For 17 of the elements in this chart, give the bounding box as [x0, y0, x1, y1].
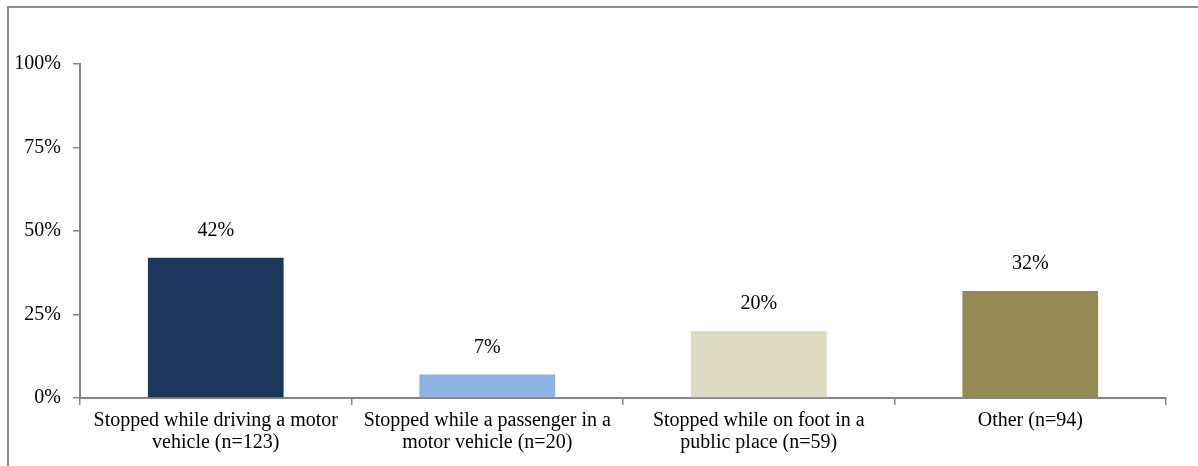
x-tick-label: Stopped while a passenger in a motor vehicle (n=20) — [363, 408, 611, 454]
bar — [419, 374, 556, 398]
bar — [690, 331, 827, 398]
data-label: 20% — [740, 291, 778, 314]
y-tick-label: 50% — [24, 218, 61, 241]
y-tick-label: 75% — [24, 134, 61, 157]
data-label: 7% — [473, 334, 501, 357]
y-tick-label: 0% — [34, 385, 61, 408]
data-label: 32% — [1011, 251, 1049, 274]
x-tick-label: Stopped while driving a motor vehicle (n=123) — [93, 408, 339, 454]
x-tick-label: Other (n=94) — [977, 408, 1083, 432]
bar — [962, 291, 1099, 398]
data-label: 42% — [197, 217, 235, 240]
bar — [147, 257, 284, 398]
y-tick-label: 100% — [14, 51, 61, 74]
y-tick-label: 25% — [24, 301, 61, 324]
x-tick-label: Stopped while on foot in a public place (n=59) — [652, 408, 865, 454]
